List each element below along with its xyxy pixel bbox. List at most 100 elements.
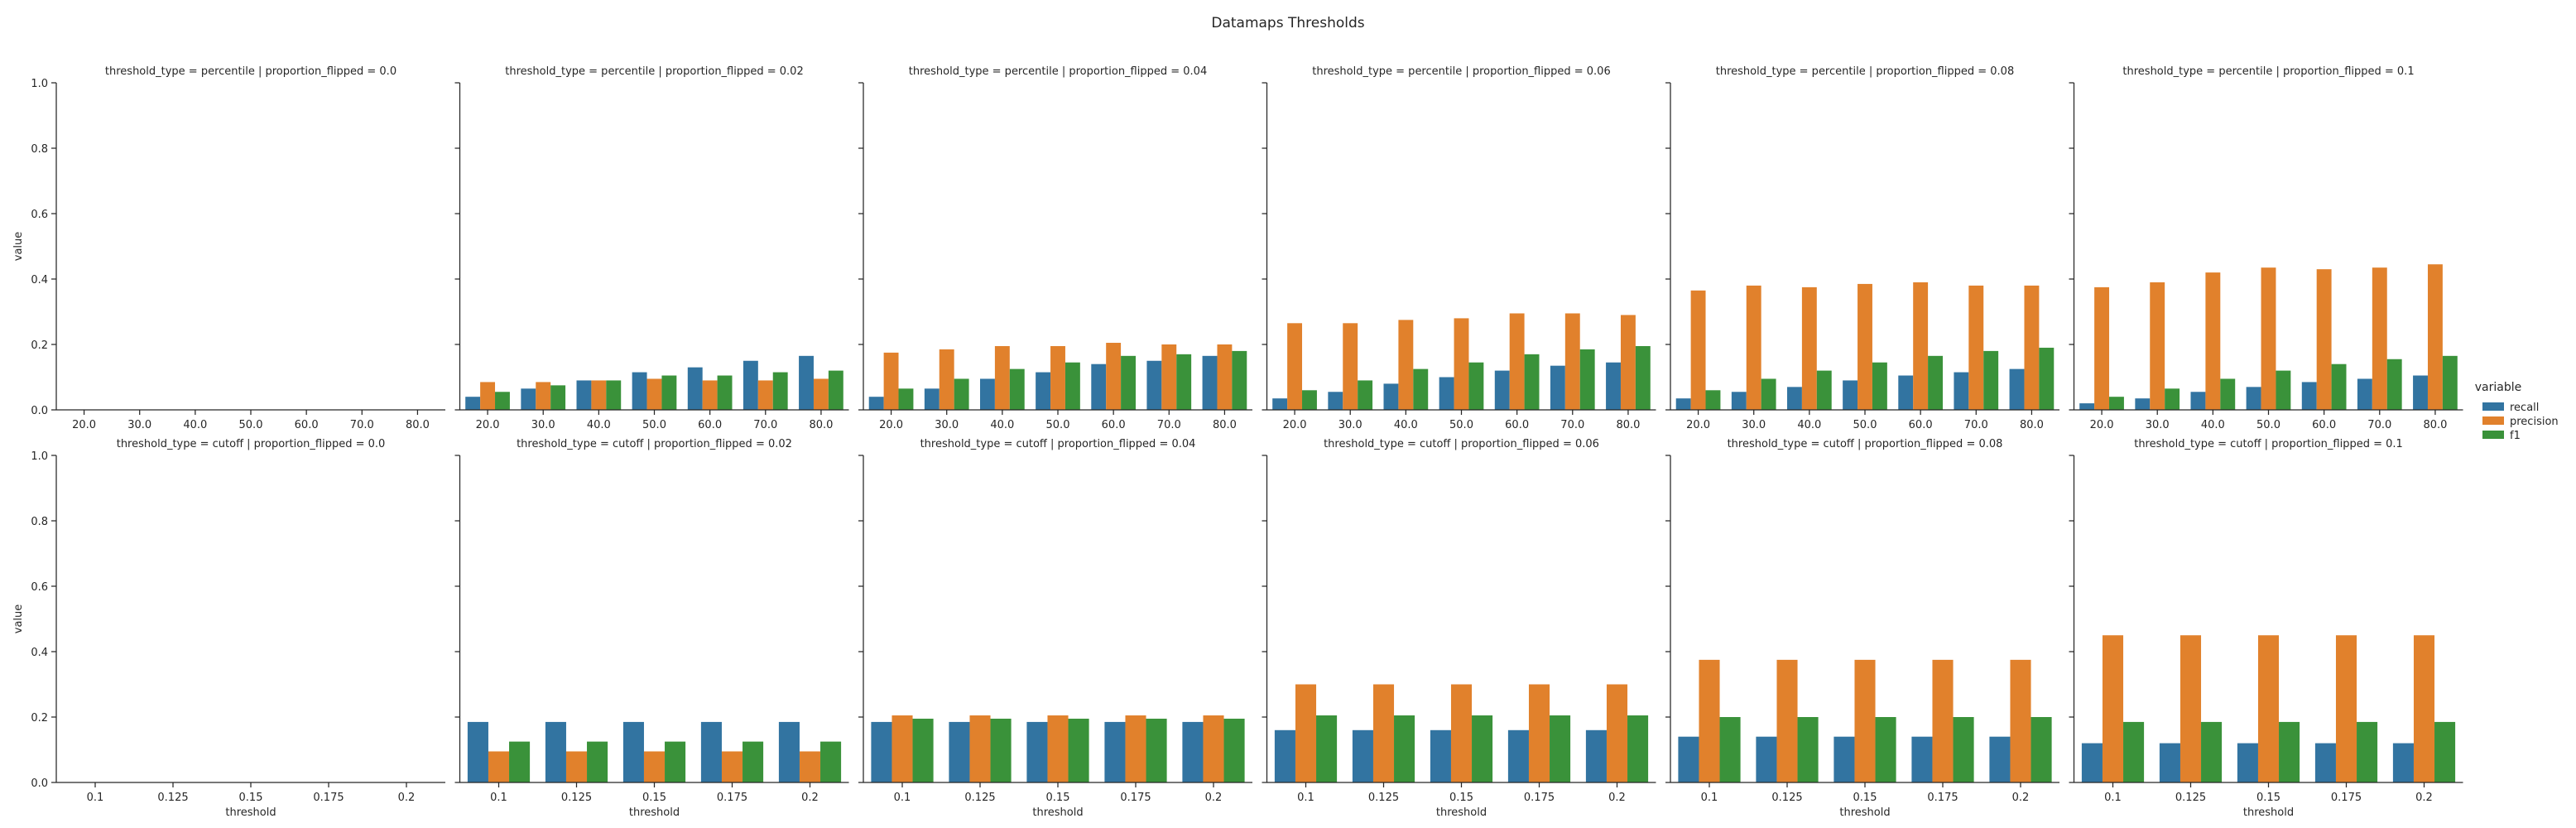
x-tick-label: 80.0 xyxy=(406,419,430,431)
y-tick-label: 0.8 xyxy=(31,143,48,156)
bar-f1 xyxy=(1579,349,1595,410)
x-tick-label: 0.15 xyxy=(1853,792,1877,804)
x-tick-label: 0.1 xyxy=(2104,792,2122,804)
x-tick-label: 70.0 xyxy=(350,419,374,431)
bar-recall xyxy=(576,380,592,410)
bar-precision xyxy=(1913,282,1929,410)
bar-precision xyxy=(1776,659,1798,783)
bar-f1 xyxy=(2386,359,2402,410)
bar-precision xyxy=(1968,285,1984,410)
bar-f1 xyxy=(2165,388,2180,410)
bar-f1 xyxy=(495,392,510,410)
bar-recall xyxy=(1675,398,1691,410)
bar-precision xyxy=(1050,345,1065,410)
bar-recall xyxy=(2135,398,2151,410)
bar-precision xyxy=(757,380,773,410)
x-tick-label: 0.15 xyxy=(2256,792,2280,804)
bar-f1 xyxy=(1232,350,1247,410)
x-tick-label: 0.125 xyxy=(964,792,995,804)
y-tick-label: 0.8 xyxy=(31,516,48,528)
x-tick-label: 70.0 xyxy=(753,419,777,431)
bar-recall xyxy=(778,721,800,782)
panel-title: threshold_type = percentile | proportion… xyxy=(909,65,1207,78)
x-tick-label: 0.175 xyxy=(313,792,344,804)
bar-recall xyxy=(2357,378,2372,410)
x-tick-label: 0.15 xyxy=(642,792,666,804)
facet-panel: threshold_type = percentile | proportion… xyxy=(1262,65,1656,431)
x-tick-label: 70.0 xyxy=(1157,419,1181,431)
bar-recall xyxy=(799,355,814,410)
facet-panel: threshold_type = percentile | proportion… xyxy=(2069,65,2463,431)
x-tick-label: 0.175 xyxy=(2331,792,2362,804)
bar-precision xyxy=(2205,272,2221,410)
bar-f1 xyxy=(2331,363,2347,410)
facet-panel: threshold_type = percentile | proportion… xyxy=(1665,65,2059,431)
x-tick-label: 50.0 xyxy=(642,419,666,431)
bar-f1 xyxy=(2201,721,2223,782)
bar-f1 xyxy=(743,741,764,783)
bar-f1 xyxy=(550,385,566,411)
bar-recall xyxy=(1328,392,1343,410)
bar-f1 xyxy=(1816,370,1832,410)
bar-f1 xyxy=(2220,378,2236,410)
x-axis-label: threshold xyxy=(1839,806,1890,819)
x-tick-label: 30.0 xyxy=(2146,419,2170,431)
bar-precision xyxy=(1801,286,1817,411)
bar-recall xyxy=(949,721,970,782)
bar-recall xyxy=(1954,372,1969,410)
bar-recall xyxy=(622,721,644,782)
x-axis-label: threshold xyxy=(225,806,276,819)
bar-f1 xyxy=(990,718,1012,782)
bar-precision xyxy=(994,345,1010,410)
x-tick-label: 0.2 xyxy=(1608,792,1626,804)
bar-f1 xyxy=(1761,378,1776,410)
panel-title: threshold_type = percentile | proportion… xyxy=(505,65,803,78)
x-tick-label: 0.2 xyxy=(1205,792,1223,804)
x-tick-label: 0.2 xyxy=(2415,792,2433,804)
x-tick-label: 30.0 xyxy=(935,419,959,431)
bar-precision xyxy=(480,382,496,410)
x-tick-label: 40.0 xyxy=(990,419,1014,431)
x-tick-label: 40.0 xyxy=(183,419,207,431)
panel-title: threshold_type = cutoff | proportion_fli… xyxy=(117,438,386,450)
x-tick-label: 30.0 xyxy=(1338,419,1362,431)
facet-panel: threshold_type = percentile | proportion… xyxy=(12,65,445,431)
bar-f1 xyxy=(1875,717,1896,782)
bar-f1 xyxy=(912,718,934,782)
facet-panel: threshold_type = cutoff | proportion_fli… xyxy=(454,438,849,819)
bar-recall xyxy=(467,721,488,782)
bar-f1 xyxy=(1358,380,1373,410)
bar-precision xyxy=(2150,282,2165,410)
bar-precision xyxy=(2335,635,2357,782)
y-axis-label: value xyxy=(12,232,25,262)
bar-recall xyxy=(1430,729,1451,782)
x-tick-label: 20.0 xyxy=(72,419,96,431)
bar-precision xyxy=(2180,635,2202,782)
bar-recall xyxy=(1383,383,1399,410)
bar-recall xyxy=(521,388,536,410)
bar-precision xyxy=(1295,684,1317,782)
bar-f1 xyxy=(1316,715,1338,782)
bar-f1 xyxy=(1472,715,1493,782)
x-tick-label: 0.1 xyxy=(894,792,911,804)
bar-recall xyxy=(1104,721,1126,782)
x-tick-label: 0.15 xyxy=(1046,792,1070,804)
bar-f1 xyxy=(1223,718,1245,782)
bar-recall xyxy=(1731,392,1747,410)
bar-precision xyxy=(646,378,662,410)
bar-f1 xyxy=(2123,721,2145,782)
bar-recall xyxy=(2190,392,2206,410)
panel-title: threshold_type = cutoff | proportion_fli… xyxy=(517,438,792,450)
bar-precision xyxy=(1454,318,1469,410)
bar-precision xyxy=(2372,267,2387,410)
x-axis-label: threshold xyxy=(1032,806,1083,819)
bar-precision xyxy=(2257,635,2280,782)
bar-precision xyxy=(813,378,829,410)
facet-panel: threshold_type = percentile | proportion… xyxy=(858,65,1252,431)
bar-f1 xyxy=(1953,717,1974,782)
bar-f1 xyxy=(717,375,733,410)
bar-precision xyxy=(1047,715,1069,782)
x-tick-label: 0.125 xyxy=(1368,792,1399,804)
x-tick-label: 0.125 xyxy=(157,792,188,804)
bar-precision xyxy=(488,751,510,782)
